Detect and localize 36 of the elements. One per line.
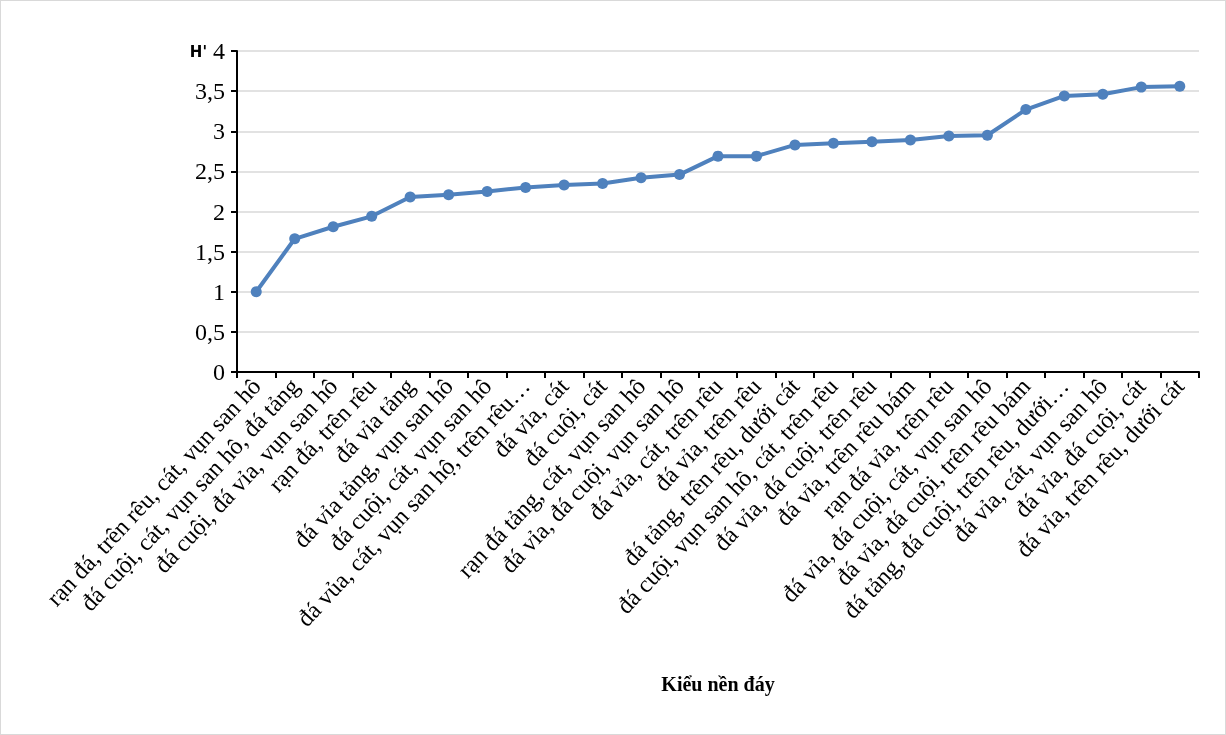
point bbox=[366, 210, 378, 222]
point bbox=[1135, 81, 1147, 93]
point bbox=[750, 150, 762, 162]
y-tick-label: 3 bbox=[213, 118, 225, 145]
point bbox=[404, 191, 416, 203]
y-axis-title: H' bbox=[189, 42, 207, 61]
point bbox=[712, 150, 724, 162]
point bbox=[981, 129, 993, 141]
point bbox=[674, 169, 686, 181]
point bbox=[1058, 90, 1070, 102]
point bbox=[1020, 104, 1032, 116]
point bbox=[1097, 88, 1109, 100]
point bbox=[327, 221, 339, 233]
point bbox=[1174, 80, 1186, 92]
y-tick-label: 0 bbox=[213, 359, 225, 385]
y-tick-label: 3,5 bbox=[195, 78, 225, 105]
point bbox=[827, 137, 839, 149]
point bbox=[289, 233, 301, 245]
y-tick-label: 0,5 bbox=[195, 318, 225, 345]
y-tick-label: 1 bbox=[213, 278, 225, 305]
point bbox=[943, 130, 955, 142]
y-tick-label: 2,5 bbox=[195, 158, 225, 185]
point bbox=[481, 185, 493, 197]
y-tick-label: 2 bbox=[213, 198, 225, 225]
point bbox=[789, 139, 801, 151]
x-axis-title: Kiểu nền đáy bbox=[661, 673, 775, 696]
point bbox=[558, 179, 570, 191]
point bbox=[443, 189, 455, 201]
point bbox=[904, 134, 916, 146]
point bbox=[866, 136, 878, 148]
point bbox=[635, 172, 647, 184]
y-tick-label: 1,5 bbox=[195, 238, 225, 265]
point bbox=[597, 177, 609, 189]
y-tick-label: 4 bbox=[213, 38, 225, 64]
point bbox=[250, 286, 262, 298]
point bbox=[520, 181, 532, 193]
